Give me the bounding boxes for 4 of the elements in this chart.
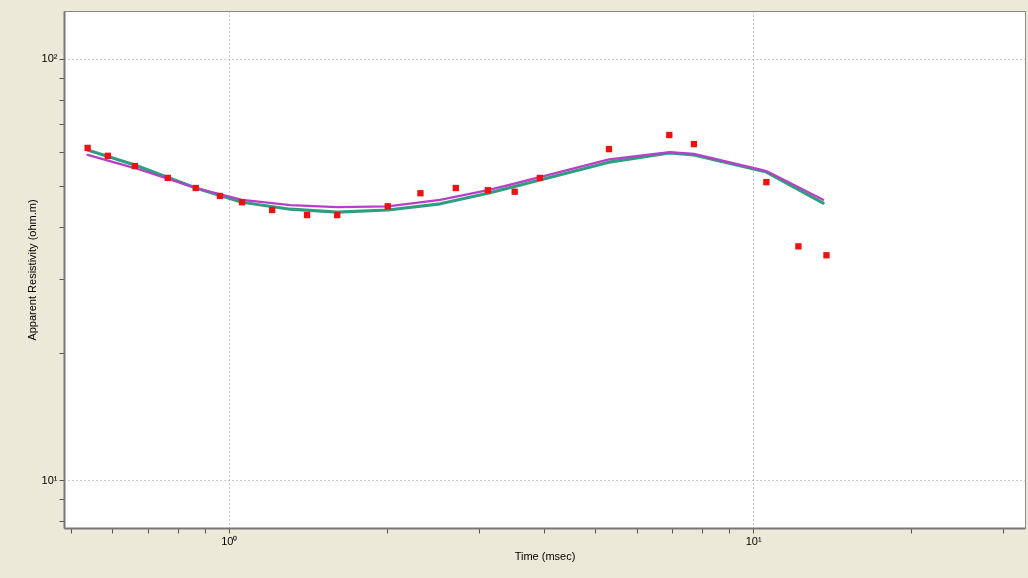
- y-tick-label: 10²: [41, 52, 58, 65]
- y-axis-title: Apparent Resistivity (ohm.m): [25, 199, 38, 341]
- x-tick-label: 10⁰: [221, 534, 238, 547]
- x-axis-title: Time (msec): [514, 549, 576, 562]
